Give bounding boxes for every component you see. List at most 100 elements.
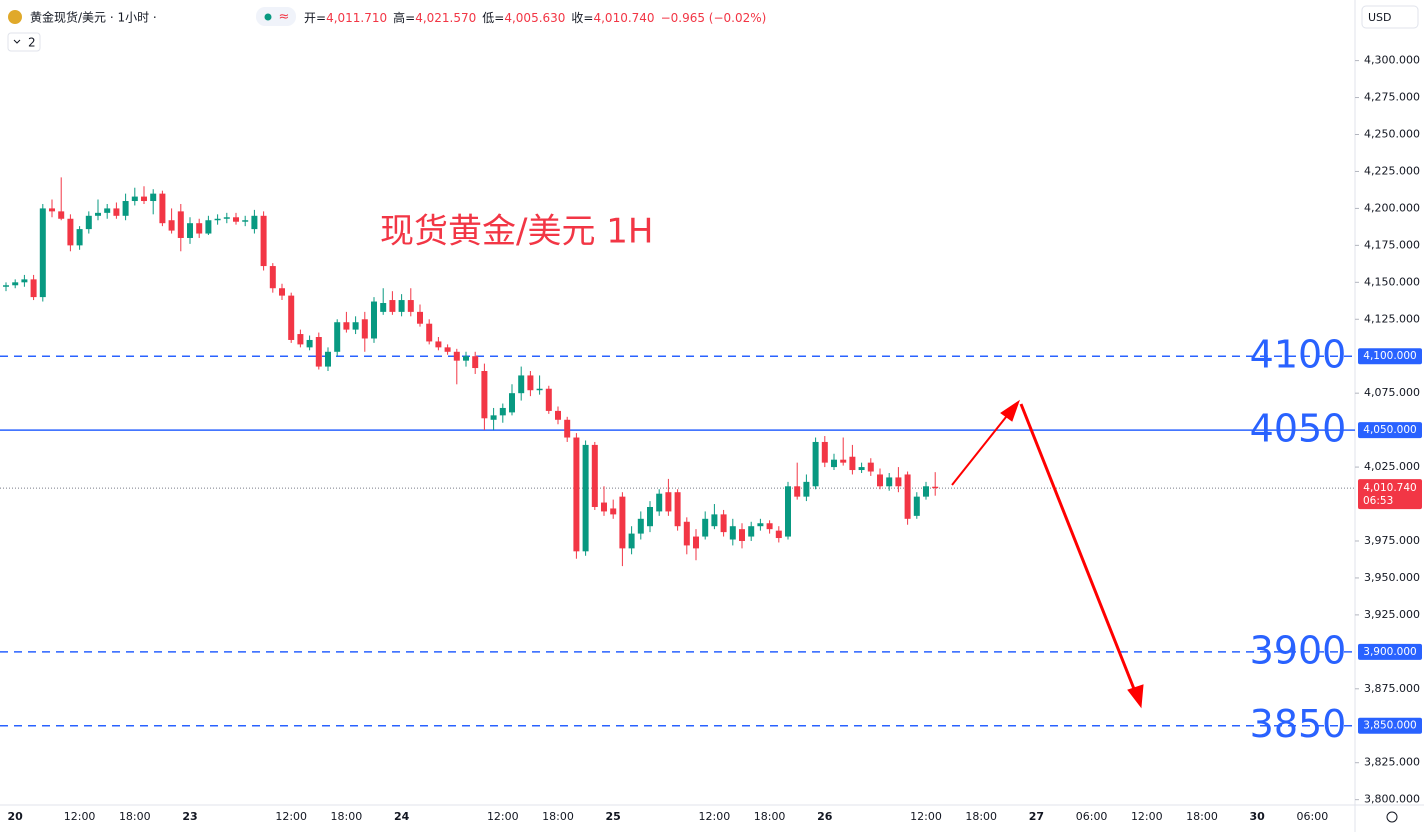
candle-body — [702, 518, 709, 537]
y-tick-label: 3,950.000 — [1364, 571, 1420, 584]
candle-body — [187, 223, 193, 238]
candle-body — [637, 518, 644, 534]
candle-body — [343, 322, 350, 330]
symbol-icon — [8, 10, 22, 24]
candle-body — [444, 347, 451, 352]
level-axis-label: 4,100.000 — [1363, 350, 1416, 362]
candle-body — [260, 215, 267, 267]
interval-toggle[interactable] — [7, 32, 41, 52]
x-tick-label: 25 — [606, 810, 621, 823]
candle-body — [499, 407, 506, 416]
candle-body — [923, 486, 929, 497]
candle-body — [113, 208, 120, 216]
arrow-down — [1019, 403, 1138, 695]
candle-body — [12, 282, 19, 286]
candle-body — [886, 477, 893, 487]
ohlc-values: 开=4,011.710 高=4,021.570 低=4,005.630 收=4,010… — [304, 10, 766, 25]
candle-body — [242, 220, 249, 222]
currency: USD — [1368, 11, 1392, 24]
candle-body — [509, 393, 515, 413]
candle-body — [490, 415, 497, 420]
candle-body — [904, 474, 911, 519]
candle-body — [729, 526, 736, 540]
candle-body — [288, 295, 295, 340]
candle-body — [251, 215, 258, 230]
y-tick-label: 4,025.000 — [1364, 460, 1420, 473]
candle-body — [785, 486, 791, 537]
ohlc-value: 4,010.740 — [593, 11, 654, 25]
y-tick-label: 3,875.000 — [1364, 682, 1420, 695]
candle-body — [720, 514, 727, 533]
x-tick-label: 24 — [394, 810, 410, 823]
candle-body — [150, 193, 157, 202]
candle-body — [656, 493, 663, 512]
x-tick-label: 18:00 — [754, 810, 786, 823]
y-tick-label: 4,125.000 — [1364, 312, 1420, 325]
candle-body — [371, 301, 377, 339]
x-tick-label: 20 — [8, 810, 24, 823]
y-tick-label: 4,175.000 — [1364, 238, 1420, 251]
market-open-dot — [264, 13, 272, 21]
x-tick-label: 30 — [1250, 810, 1266, 823]
candle-body — [67, 218, 74, 246]
chevron — [13, 39, 21, 44]
candle-body — [812, 441, 819, 487]
y-tick-label: 4,275.000 — [1364, 91, 1420, 104]
candle-body — [196, 223, 203, 234]
level-axis-box — [1358, 422, 1422, 439]
candle-body — [739, 529, 745, 541]
candle-body — [380, 303, 387, 312]
candle-body — [527, 375, 534, 391]
candle-body — [297, 334, 304, 345]
candle-body — [647, 506, 653, 527]
candle-body — [831, 459, 837, 468]
candle-body — [932, 486, 939, 489]
candle-body — [361, 319, 368, 339]
candle-body — [453, 351, 460, 361]
symbol-title[interactable]: 黄金现货/美元 · 1小时 · — [30, 10, 157, 25]
ohlc-value: 4,005.630 — [504, 11, 565, 25]
candle-body — [214, 218, 221, 221]
ohlc-value: 4,021.570 — [415, 11, 476, 25]
ohlc-label: 收= — [571, 11, 593, 25]
candle-body — [674, 492, 681, 527]
x-tick-label: 12:00 — [910, 810, 942, 823]
candle-body — [711, 514, 718, 527]
x-tick-label: 12:00 — [1131, 810, 1163, 823]
ohlc-label: 高= — [393, 10, 415, 25]
candle-body — [582, 444, 589, 552]
last-price-label: 4,010.740 — [1363, 482, 1416, 494]
y-tick-label: 4,300.000 — [1364, 54, 1420, 67]
arrow-head — [1127, 684, 1144, 709]
settings-icon[interactable] — [1386, 811, 1398, 823]
y-tick-label: 4,200.000 — [1364, 201, 1420, 214]
candle-body — [223, 217, 230, 219]
candle-body — [683, 521, 690, 546]
candle-body — [555, 410, 561, 420]
candle-body — [205, 220, 212, 234]
candle-body — [821, 441, 828, 463]
candle-body — [417, 311, 423, 324]
chart-title: 现货黄金/美元 1H — [380, 212, 653, 252]
candle-body — [334, 322, 341, 352]
level-axis-label: 3,900.000 — [1363, 646, 1416, 658]
candle-body — [58, 211, 65, 219]
x-tick-label: 18:00 — [1186, 810, 1218, 823]
candle-body — [545, 388, 552, 411]
candle-body — [601, 502, 607, 512]
ohlc-label: 低= — [482, 11, 504, 25]
candle-body — [435, 341, 442, 348]
candle-body — [122, 201, 129, 216]
currency-button[interactable] — [1361, 5, 1419, 29]
forecast-arrows — [951, 399, 1144, 709]
status-pill[interactable] — [256, 7, 296, 26]
candle-body — [269, 266, 276, 289]
candle-body — [536, 388, 543, 391]
ohlc-value: 4,011.710 — [326, 11, 387, 25]
candle-body — [748, 526, 755, 537]
candle-body — [3, 285, 9, 287]
candle-body — [168, 220, 175, 231]
arrow-head — [1000, 399, 1020, 422]
y-tick-label: 4,250.000 — [1364, 128, 1420, 141]
change: −0.965 (−0.02%) — [661, 11, 767, 25]
